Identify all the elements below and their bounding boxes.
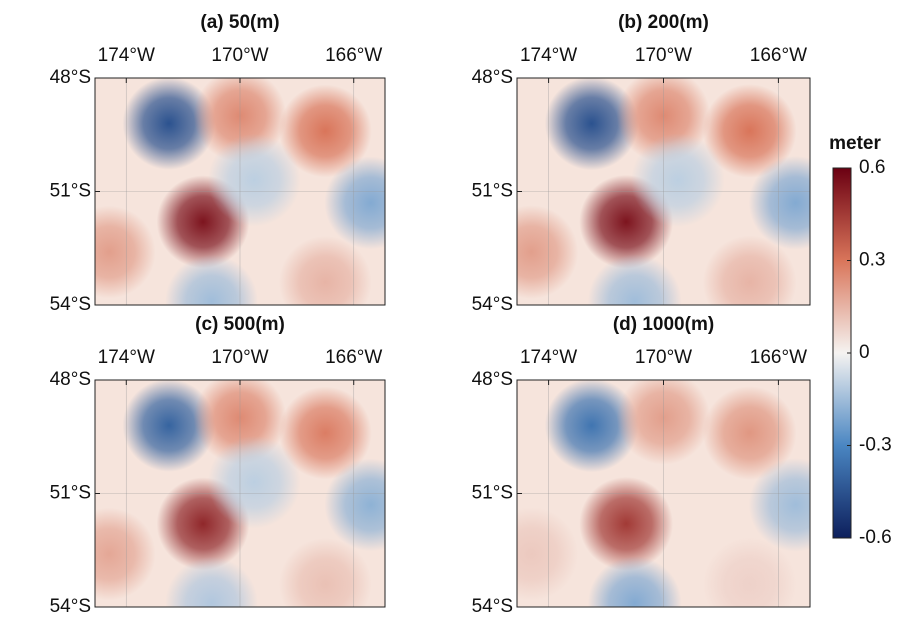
eddy xyxy=(165,254,258,305)
x-tick-label: 174°W xyxy=(520,347,577,368)
eddy xyxy=(544,380,639,473)
colorbar-label: meter xyxy=(829,133,881,154)
eddy xyxy=(207,133,301,227)
colorbar-tick-label: -0.3 xyxy=(859,435,892,456)
eddy xyxy=(95,205,156,299)
y-tick-label: 51°S xyxy=(472,483,513,504)
eddy xyxy=(748,457,810,552)
colorbar-tick-label: 0.3 xyxy=(859,250,885,271)
eddy xyxy=(517,507,579,601)
eddy xyxy=(324,156,385,250)
y-tick-label: 48°S xyxy=(472,67,513,88)
panel-title: (d) 1000(m) xyxy=(613,314,714,335)
y-tick-label: 51°S xyxy=(50,483,91,504)
plot-frame xyxy=(94,77,386,306)
panel-title: (c) 500(m) xyxy=(195,314,285,335)
eddy xyxy=(702,537,797,607)
panel-title: (a) 50(m) xyxy=(200,12,279,33)
plot-frame xyxy=(516,379,811,608)
eddy xyxy=(122,380,216,472)
eddy xyxy=(630,133,725,228)
y-tick-label: 48°S xyxy=(50,67,91,88)
eddy xyxy=(587,254,682,305)
eddy xyxy=(517,205,579,299)
eddy xyxy=(278,537,372,607)
x-tick-label: 166°W xyxy=(325,45,382,66)
eddy xyxy=(702,386,797,480)
x-tick-label: 170°W xyxy=(635,347,692,368)
eddy xyxy=(702,235,797,305)
eddy xyxy=(95,507,156,601)
plot-frame xyxy=(516,77,811,306)
eddy xyxy=(278,84,372,178)
y-tick-label: 54°S xyxy=(50,294,91,315)
x-tick-label: 166°W xyxy=(750,347,807,368)
x-tick-label: 166°W xyxy=(325,347,382,368)
eddy xyxy=(324,458,385,552)
x-tick-label: 174°W xyxy=(520,45,577,66)
field xyxy=(95,78,385,305)
y-tick-label: 54°S xyxy=(472,596,513,617)
x-tick-label: 174°W xyxy=(98,45,155,66)
eddy xyxy=(122,78,216,170)
x-tick-label: 170°W xyxy=(211,45,268,66)
colorbar-tick-label: 0.6 xyxy=(859,157,885,178)
eddy xyxy=(702,84,797,178)
eddy xyxy=(587,556,682,607)
eddy xyxy=(278,386,372,480)
eddy xyxy=(748,155,810,250)
x-tick-label: 170°W xyxy=(635,45,692,66)
eddy xyxy=(207,435,301,529)
colorbar-tick-label: -0.6 xyxy=(859,527,892,548)
field xyxy=(95,380,385,607)
eddy xyxy=(278,235,372,305)
y-tick-label: 51°S xyxy=(50,181,91,202)
y-tick-label: 48°S xyxy=(50,369,91,390)
x-tick-label: 166°W xyxy=(750,45,807,66)
plot-frame xyxy=(94,379,386,608)
y-tick-label: 54°S xyxy=(50,596,91,617)
y-tick-label: 51°S xyxy=(472,181,513,202)
y-tick-label: 54°S xyxy=(472,294,513,315)
y-tick-label: 48°S xyxy=(472,369,513,390)
eddy xyxy=(579,476,674,571)
x-tick-label: 174°W xyxy=(98,347,155,368)
x-tick-label: 170°W xyxy=(211,347,268,368)
eddy xyxy=(165,556,258,607)
colorbar-tick-label: 0 xyxy=(859,342,870,363)
panel-title: (b) 200(m) xyxy=(618,12,709,33)
eddy xyxy=(544,78,639,171)
